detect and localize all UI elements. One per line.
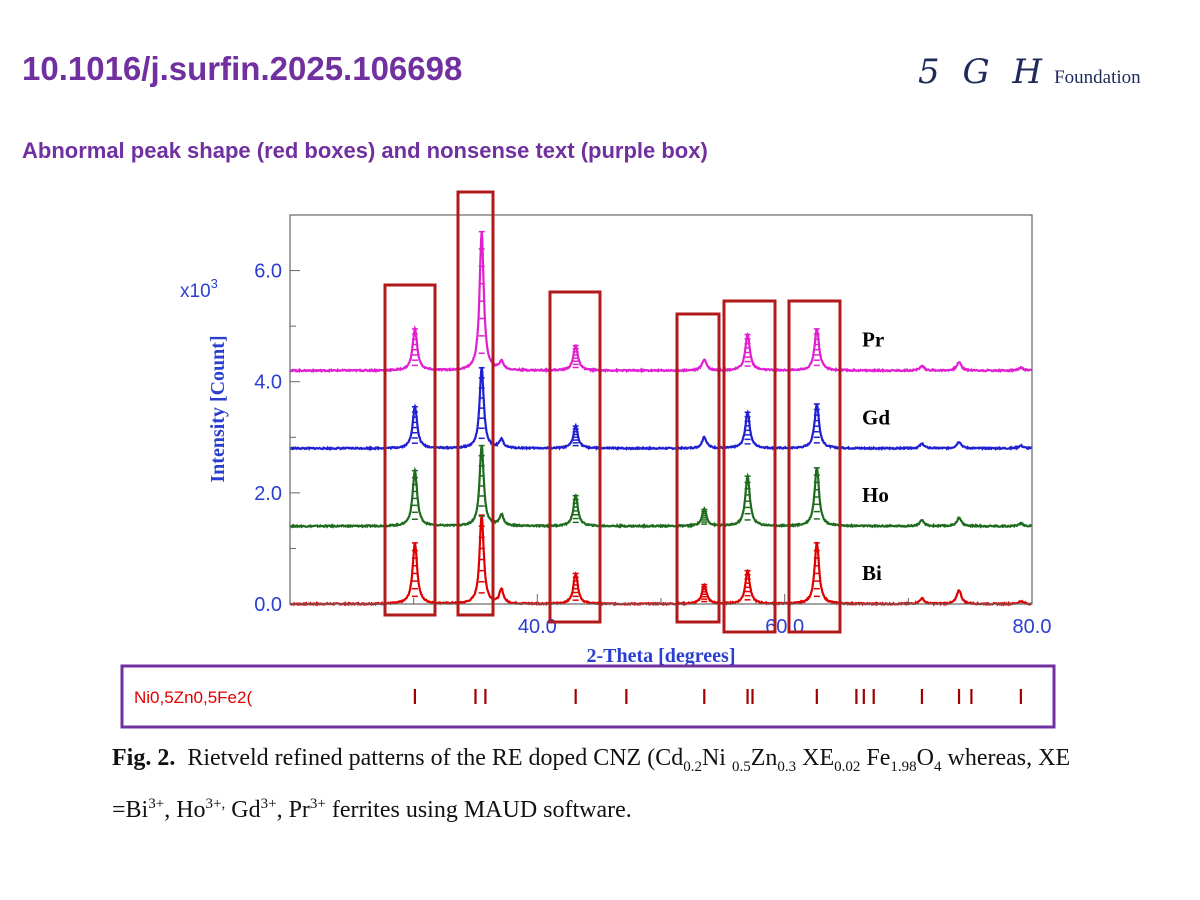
- peak-box: [456, 190, 495, 617]
- y-tick-label: 0.0: [254, 594, 282, 616]
- series-labels: Bi Ho Gd Pr: [862, 328, 890, 585]
- series-line-gd: [289, 366, 1033, 452]
- series-line-bi: [289, 514, 1033, 607]
- x-tick-label: 60.0: [765, 616, 804, 638]
- peak-box: [722, 299, 777, 634]
- y-tick-label: 6.0: [254, 261, 282, 283]
- y-tick-label: 2.0: [254, 483, 282, 505]
- figure-caption: Fig. 2. Rietveld refined patterns of the…: [112, 740, 1112, 829]
- caption-text: Rietveld refined patterns of the RE dope…: [112, 745, 1071, 823]
- phase-reflection-ticks: [413, 689, 1022, 704]
- foundation-logo: 5 G H Foundation: [918, 52, 1141, 102]
- peak-box: [383, 283, 437, 617]
- series-label-ho: Ho: [862, 483, 889, 507]
- series-label-pr: Pr: [862, 328, 884, 352]
- series-line-pr: [289, 231, 1033, 374]
- plot-frame: [289, 214, 1033, 605]
- y-axis-label: Intensity [Count]: [207, 335, 229, 482]
- logo-text: Foundation: [1054, 67, 1141, 88]
- peak-box: [548, 290, 602, 624]
- y-multiplier: x103: [180, 276, 218, 302]
- phase-annotation-box: [120, 664, 1056, 729]
- y-multiplier-base: x10: [180, 281, 211, 302]
- annotation-subtitle: Abnormal peak shape (red boxes) and nons…: [22, 138, 708, 163]
- caption-label: Fig. 2.: [112, 745, 176, 771]
- series-label-gd: Gd: [862, 405, 890, 429]
- y-tick-label: 4.0: [254, 372, 282, 394]
- x-axis-label: 2-Theta [degrees]: [586, 645, 735, 667]
- peak-box: [675, 312, 721, 624]
- pattern-curves: [289, 230, 1033, 607]
- logo-mark: 5 G H: [918, 52, 1049, 92]
- series-line-ho: [289, 444, 1033, 530]
- x-tick-label: 40.0: [518, 616, 557, 638]
- y-multiplier-exponent: 3: [211, 276, 218, 291]
- series-label-bi: Bi: [862, 561, 882, 585]
- doi-title: 10.1016/j.surfin.2025.106698: [22, 50, 463, 87]
- axis-ticks: [289, 270, 1033, 605]
- peak-annotation-boxes: [383, 190, 842, 634]
- phase-label: Ni0,5Zn0,5Fe2(: [134, 688, 252, 707]
- peak-box: [787, 299, 842, 634]
- x-tick-label: 80.0: [1013, 616, 1052, 638]
